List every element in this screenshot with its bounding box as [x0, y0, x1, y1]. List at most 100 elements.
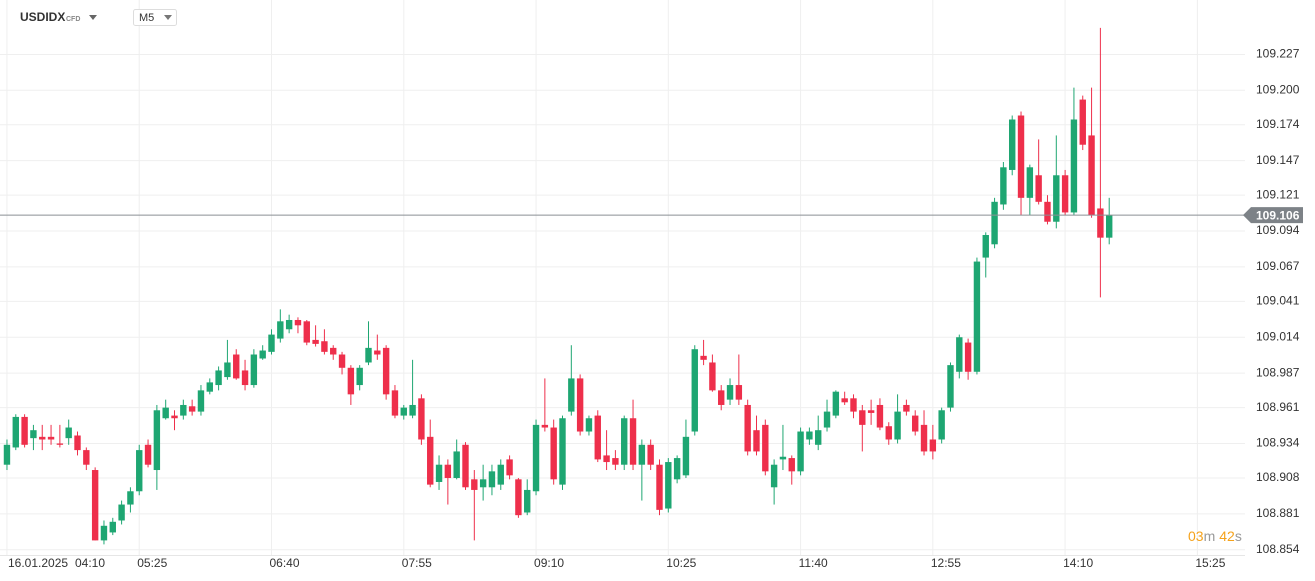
- candle-body: [982, 235, 989, 258]
- timeframe-button[interactable]: [133, 9, 177, 26]
- candle-body: [1061, 175, 1069, 213]
- symbol-dropdown[interactable]: [89, 15, 97, 20]
- candle-body: [603, 455, 610, 463]
- candle-body: [673, 458, 681, 480]
- candle-body: [753, 430, 760, 452]
- candle-body: [409, 404, 416, 416]
- candle-body: [471, 479, 478, 490]
- candle-body: [629, 418, 637, 465]
- candle-body: [718, 390, 725, 405]
- candle-body: [100, 525, 108, 541]
- candle-body: [250, 354, 258, 386]
- candle-body: [479, 479, 487, 488]
- candle-body: [920, 424, 928, 452]
- candle-body: [162, 407, 169, 419]
- candle-body: [859, 410, 866, 425]
- x-tick-label: 09:10: [534, 556, 564, 570]
- candle-body: [400, 407, 407, 416]
- candle-body: [12, 416, 19, 448]
- candle-body: [973, 261, 981, 372]
- y-tick-label: 109.200: [1256, 82, 1300, 96]
- countdown: 03m 42s: [1188, 528, 1242, 544]
- candle-body: [136, 450, 143, 492]
- y-tick-label: 108.881: [1256, 506, 1300, 520]
- candle-body: [964, 342, 972, 372]
- candle-body: [338, 354, 346, 368]
- candle-body: [876, 404, 884, 428]
- candle-body: [947, 365, 954, 408]
- x-tick-label: 11:40: [799, 556, 828, 570]
- candle-body: [532, 424, 540, 492]
- candle-body: [1079, 99, 1086, 145]
- x-tick-label: 07:55: [402, 556, 432, 570]
- candle-body: [647, 444, 654, 465]
- candle-body: [356, 367, 363, 386]
- candle-body: [497, 464, 504, 485]
- candle-body: [938, 410, 945, 440]
- candle-body: [1009, 119, 1016, 170]
- candle-body: [144, 444, 152, 465]
- candle-body: [735, 385, 743, 400]
- candle-body: [462, 444, 469, 488]
- candle-body: [559, 418, 566, 485]
- candle-body: [109, 521, 116, 533]
- candle-body: [541, 424, 549, 428]
- candle-body: [691, 349, 698, 432]
- candle-body: [74, 435, 81, 451]
- candle-body: [347, 367, 355, 395]
- candle-body: [797, 431, 804, 472]
- candle-body: [656, 464, 663, 510]
- candle-body: [197, 390, 205, 412]
- y-tick-label: 109.147: [1256, 153, 1300, 167]
- timeframe-dropdown[interactable]: [164, 15, 172, 20]
- candle-body: [39, 436, 46, 440]
- x-tick-label: 10:25: [666, 556, 696, 570]
- candle-body: [453, 451, 460, 478]
- candle-body: [303, 321, 310, 343]
- candle-body: [638, 444, 646, 465]
- y-tick-label: 109.227: [1256, 47, 1300, 61]
- timeframe[interactable]: M5: [139, 12, 154, 24]
- grid: [0, 0, 1245, 556]
- candle-body: [815, 430, 822, 445]
- y-tick-label: 108.934: [1256, 436, 1300, 450]
- candle-body: [241, 370, 249, 386]
- x-tick-label: 15:25: [1195, 556, 1225, 570]
- y-tick-label: 108.908: [1256, 470, 1300, 484]
- symbol[interactable]: USDIDX: [20, 10, 65, 24]
- y-tick-label: 108.961: [1256, 400, 1300, 414]
- candle-body: [1017, 115, 1025, 198]
- countdown-minutes-unit: m: [1204, 528, 1216, 544]
- x-tick-label: 06:40: [270, 556, 300, 570]
- countdown-seconds: 42: [1219, 528, 1235, 544]
- candle-body: [991, 201, 998, 245]
- candle-body: [726, 385, 734, 400]
- candle-body: [576, 378, 584, 432]
- candle-body: [929, 439, 937, 452]
- candle-body: [268, 334, 275, 352]
- candle-body: [285, 319, 293, 330]
- candle-body: [1026, 167, 1034, 198]
- y-tick-label: 108.854: [1256, 542, 1300, 556]
- candle-body: [65, 427, 72, 439]
- candle-body: [770, 464, 778, 488]
- candle-body: [621, 418, 628, 465]
- candle-body: [56, 443, 64, 445]
- candle-body: [515, 479, 522, 516]
- candle-body: [894, 411, 901, 440]
- candle-body: [1044, 201, 1051, 222]
- candle-body: [744, 404, 751, 452]
- candle-body: [224, 362, 231, 378]
- candle-body: [180, 404, 187, 416]
- candle-body: [867, 410, 875, 413]
- y-tick-label: 108.987: [1256, 365, 1300, 379]
- candle-body: [330, 347, 337, 355]
- candle-body: [585, 418, 593, 432]
- y-tick-label: 109.121: [1256, 187, 1300, 201]
- instrument-type: CFD: [66, 16, 80, 23]
- candle-body: [806, 431, 813, 440]
- candle-body: [779, 456, 787, 460]
- candle-body: [762, 424, 769, 472]
